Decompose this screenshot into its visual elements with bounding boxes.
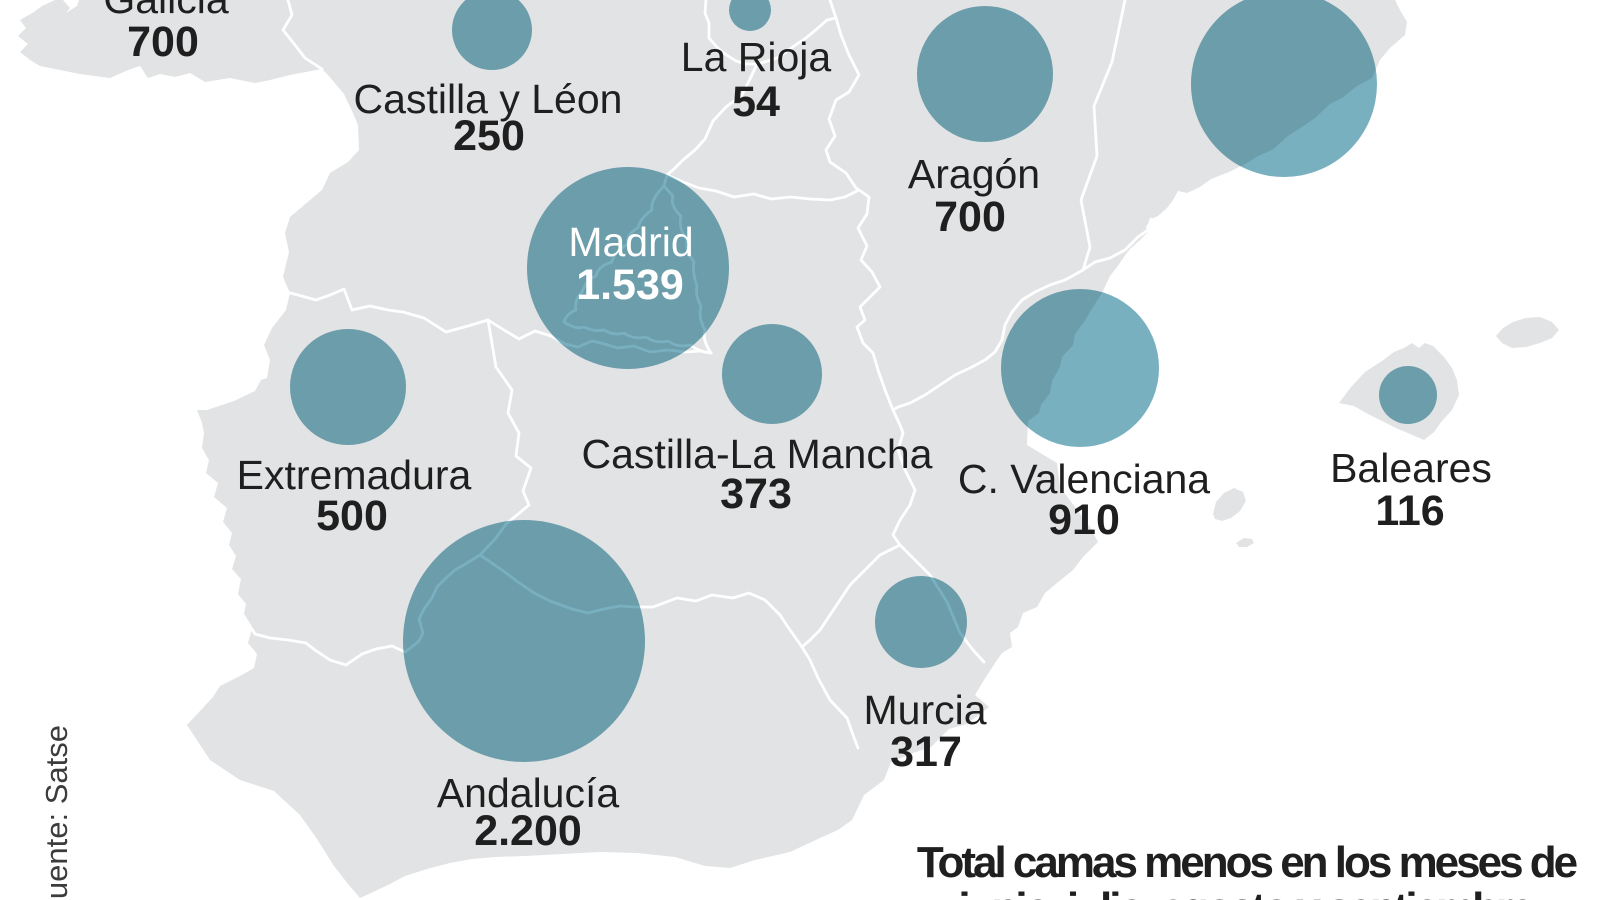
- svg-text:Extremadura: Extremadura: [237, 452, 472, 498]
- svg-text:116: 116: [1375, 487, 1444, 535]
- svg-text:Castilla-La Mancha: Castilla-La Mancha: [582, 431, 933, 477]
- svg-text:910: 910: [1048, 496, 1120, 544]
- svg-text:2.200: 2.200: [474, 807, 582, 855]
- svg-text:C. Valenciana: C. Valenciana: [958, 456, 1210, 502]
- svg-text:250: 250: [453, 112, 525, 160]
- svg-text:Andalucía: Andalucía: [437, 770, 620, 816]
- svg-text:Castilla y Léon: Castilla y Léon: [354, 76, 623, 122]
- svg-text:La Rioja: La Rioja: [681, 34, 832, 80]
- svg-text:317: 317: [890, 728, 962, 776]
- svg-text:54: 54: [732, 78, 780, 126]
- svg-text:700: 700: [934, 193, 1006, 241]
- svg-text:500: 500: [316, 492, 388, 540]
- svg-text:Aragón: Aragón: [908, 151, 1040, 197]
- svg-text:1.539: 1.539: [576, 261, 684, 309]
- svg-text:Murcia: Murcia: [863, 687, 986, 733]
- svg-text:junio, julio, agosto y septiem: junio, julio, agosto y septiembre: [957, 884, 1533, 900]
- svg-text:Fuente: Satse: Fuente: Satse: [39, 725, 74, 900]
- svg-text:Madrid: Madrid: [568, 219, 693, 265]
- svg-text:Total camas menos en los meses: Total camas menos en los meses de: [917, 838, 1577, 887]
- svg-text:373: 373: [720, 470, 792, 518]
- svg-text:Galicia: Galicia: [103, 0, 229, 22]
- svg-text:700: 700: [127, 18, 199, 66]
- svg-text:Baleares: Baleares: [1330, 445, 1492, 491]
